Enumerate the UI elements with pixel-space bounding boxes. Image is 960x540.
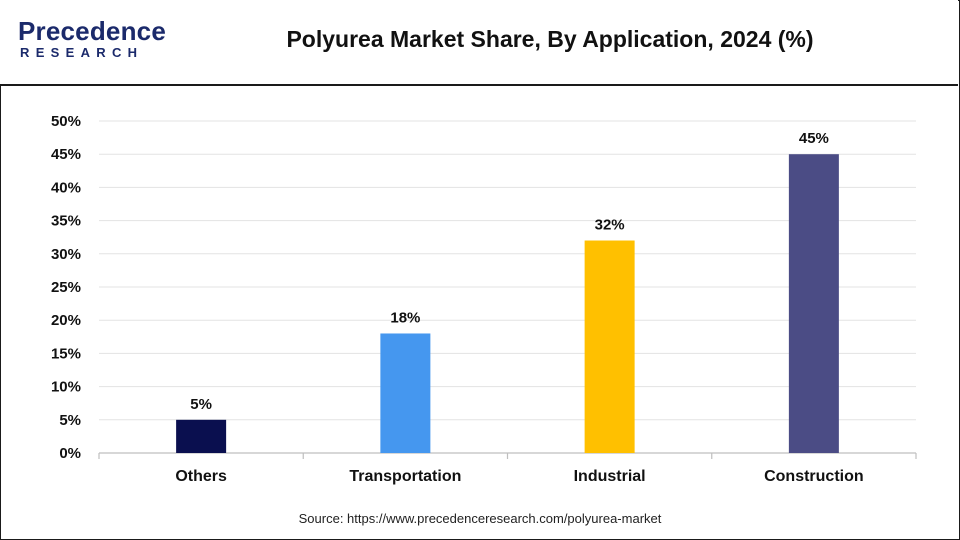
bar-others [176, 419, 227, 453]
x-tick-label: Construction [764, 468, 864, 485]
header-bar: Precedence RESEARCH Polyurea Market Shar… [0, 0, 958, 86]
y-tick-label: 15% [51, 345, 81, 362]
x-tick-label: Industrial [574, 468, 646, 485]
y-tick-label: 45% [51, 146, 81, 163]
y-tick-label: 30% [51, 246, 81, 263]
x-tick-label: Others [175, 468, 227, 485]
y-tick-label: 20% [51, 312, 81, 329]
y-tick-label: 25% [51, 279, 81, 296]
y-tick-label: 10% [51, 379, 81, 396]
brand-logo: Precedence RESEARCH [18, 16, 168, 66]
y-tick-label: 40% [51, 179, 81, 196]
data-label: 32% [595, 217, 625, 234]
data-label: 45% [799, 130, 829, 147]
bar-transportation [380, 333, 431, 453]
logo-subtitle: RESEARCH [20, 45, 144, 60]
chart-title: Polyurea Market Share, By Application, 2… [286, 26, 814, 52]
data-label: 18% [390, 309, 420, 326]
y-tick-label: 50% [51, 113, 81, 130]
y-tick-label: 35% [51, 213, 81, 230]
data-label: 5% [190, 396, 212, 413]
source-note: Source: https://www.precedenceresearch.c… [298, 511, 662, 526]
logo-wordmark: Precedence [18, 16, 166, 46]
x-tick-label: Transportation [349, 468, 461, 485]
y-tick-label: 0% [59, 445, 81, 462]
bar-industrial [584, 240, 635, 453]
bar-construction [788, 154, 839, 453]
y-tick-label: 5% [59, 412, 81, 429]
